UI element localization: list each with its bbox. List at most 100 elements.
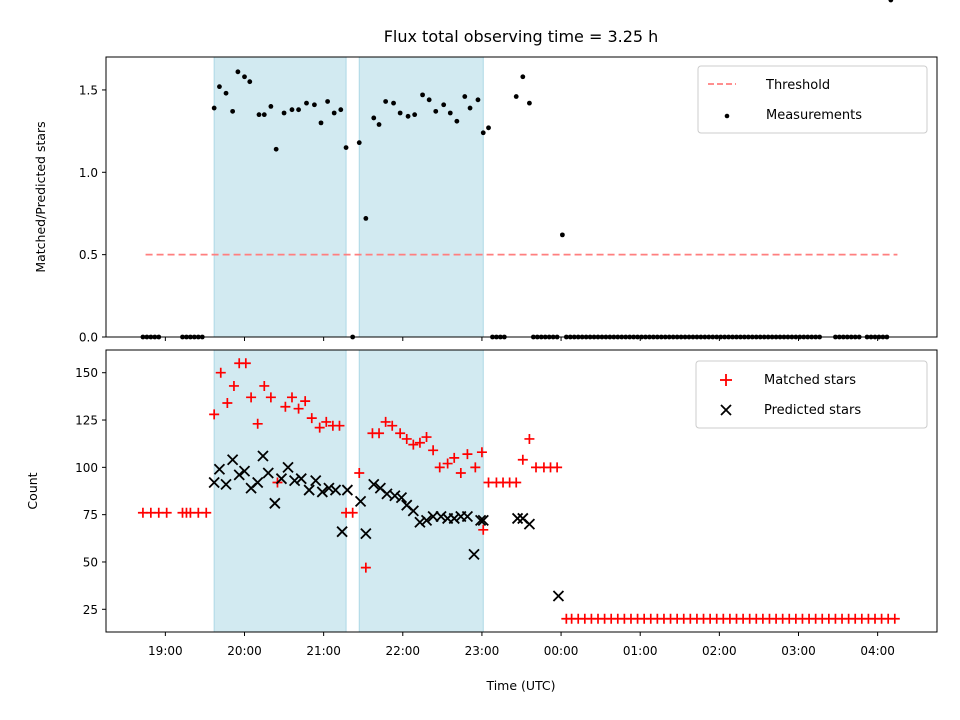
matched-star-marker [215, 367, 226, 378]
matched-star-marker [222, 397, 233, 408]
measurement-point [256, 112, 262, 118]
top-shaded-intervals [213, 56, 484, 338]
matched-star-marker [321, 416, 332, 427]
matched-star-marker [314, 422, 325, 433]
matched-star-marker [347, 507, 358, 518]
matched-star-marker [252, 418, 263, 429]
predicted-star-marker [354, 495, 367, 508]
measurement-point [462, 94, 468, 99]
predicted-star-marker [474, 514, 487, 526]
matched-star-marker [395, 428, 406, 439]
measurement-point [223, 90, 229, 96]
x-tick-label: 21:00 [306, 644, 341, 658]
x-tick-label: 02:00 [702, 644, 737, 658]
matched-legend-label: Matched stars [764, 373, 856, 388]
measurement-point [447, 110, 453, 116]
matched-star-marker [401, 433, 412, 444]
y-tick-label: 1.0 [79, 166, 98, 180]
top-legend-box [697, 65, 928, 134]
x-tick-label: 00:00 [544, 644, 579, 658]
x-tick-label: 03:00 [781, 644, 816, 658]
x-tick-label: 01:00 [623, 644, 658, 658]
x-tick-label: 20:00 [227, 644, 262, 658]
matched-star-marker [387, 420, 398, 431]
predicted-star-marker [282, 461, 294, 473]
bottom-x-ticks: 19:00 20:00 21:00 22:00 23:00 00:00 01:00 02:00… [148, 632, 895, 658]
matched-star-marker [286, 392, 297, 403]
measurement-point [242, 74, 247, 80]
measurement-point [527, 100, 532, 106]
predicted-star-marker [226, 454, 239, 466]
bottom-shaded-intervals [213, 349, 484, 633]
measurement-point [420, 92, 425, 98]
measurement-point [426, 97, 432, 103]
measurement-point [281, 110, 287, 116]
matched-star-marker [161, 507, 172, 518]
measurement-point [391, 100, 396, 106]
y-tick-label: 0.0 [79, 331, 98, 345]
y-tick-label: 0.5 [79, 248, 98, 262]
measurement-point [559, 232, 565, 238]
bottom-axes-frame [105, 349, 938, 633]
matched-star-marker [442, 458, 453, 469]
measurement-point [235, 69, 241, 75]
measurement-point [376, 122, 382, 127]
predicted-star-marker [252, 476, 264, 489]
predicted-star-marker [389, 490, 401, 502]
predicted-star-marker [329, 484, 342, 496]
measurement-point [371, 115, 377, 121]
predicted-star-marker [257, 450, 269, 462]
matched-legend-swatch [720, 374, 732, 386]
matched-star-marker [201, 507, 212, 518]
matched-star-marker [511, 477, 522, 488]
predicted-star-marker [295, 473, 307, 485]
predicted-star-marker [323, 482, 335, 494]
predicted-star-marker [288, 474, 301, 487]
predicted-star-points [208, 450, 565, 602]
measurement-point [230, 108, 236, 114]
x-tick-label: 04:00 [860, 644, 895, 658]
matched-star-marker [421, 432, 432, 443]
measurements-legend-label: Measurements [766, 108, 862, 123]
matched-star-marker [462, 449, 473, 460]
measurement-point [363, 216, 369, 221]
measurement-point [318, 120, 324, 126]
y-tick-label: 125 [75, 414, 98, 428]
matched-star-marker [524, 433, 535, 444]
matched-star-marker [293, 403, 304, 414]
matched-star-marker [228, 380, 239, 391]
measurement-point [520, 74, 526, 80]
measurement-point [273, 146, 279, 152]
top-legend: Threshold Measurements [697, 65, 928, 134]
matched-star-marker [300, 396, 311, 407]
measurement-point [888, 0, 894, 3]
matched-star-marker [209, 409, 220, 420]
matched-star-marker [408, 439, 419, 450]
predicted-star-marker [552, 590, 565, 602]
matched-star-marker [280, 401, 291, 412]
matched-star-marker [360, 562, 371, 573]
measurements-legend-swatch [724, 113, 730, 119]
predicted-star-marker [407, 505, 419, 517]
matched-star-marker [517, 454, 528, 465]
measurement-point [383, 99, 389, 104]
measurement-point [268, 104, 274, 109]
predicted-star-marker [523, 518, 536, 530]
predicted-star-marker [414, 516, 426, 528]
x-tick-label: 22:00 [385, 644, 420, 658]
ratio-panel: 0.0 0.5 1.0 1.5 Matched/Predicted stars Thr… [33, 0, 938, 345]
measurement-point [433, 108, 439, 114]
bottom-y-axis-label: Count [25, 472, 40, 509]
bottom-y-ticks: 25 50 75 100 125 150 [75, 366, 106, 617]
y-tick-label: 50 [83, 555, 98, 569]
y-tick-label: 25 [83, 603, 98, 617]
x-tick-label: 23:00 [465, 644, 500, 658]
predicted-star-marker [310, 474, 322, 487]
y-tick-label: 150 [75, 366, 98, 380]
shaded-interval-1 [213, 56, 347, 338]
matched-star-marker [414, 437, 425, 448]
predicted-star-marker [368, 478, 380, 491]
bottom-legend-box [695, 360, 928, 429]
predicted-star-marker [448, 512, 460, 525]
